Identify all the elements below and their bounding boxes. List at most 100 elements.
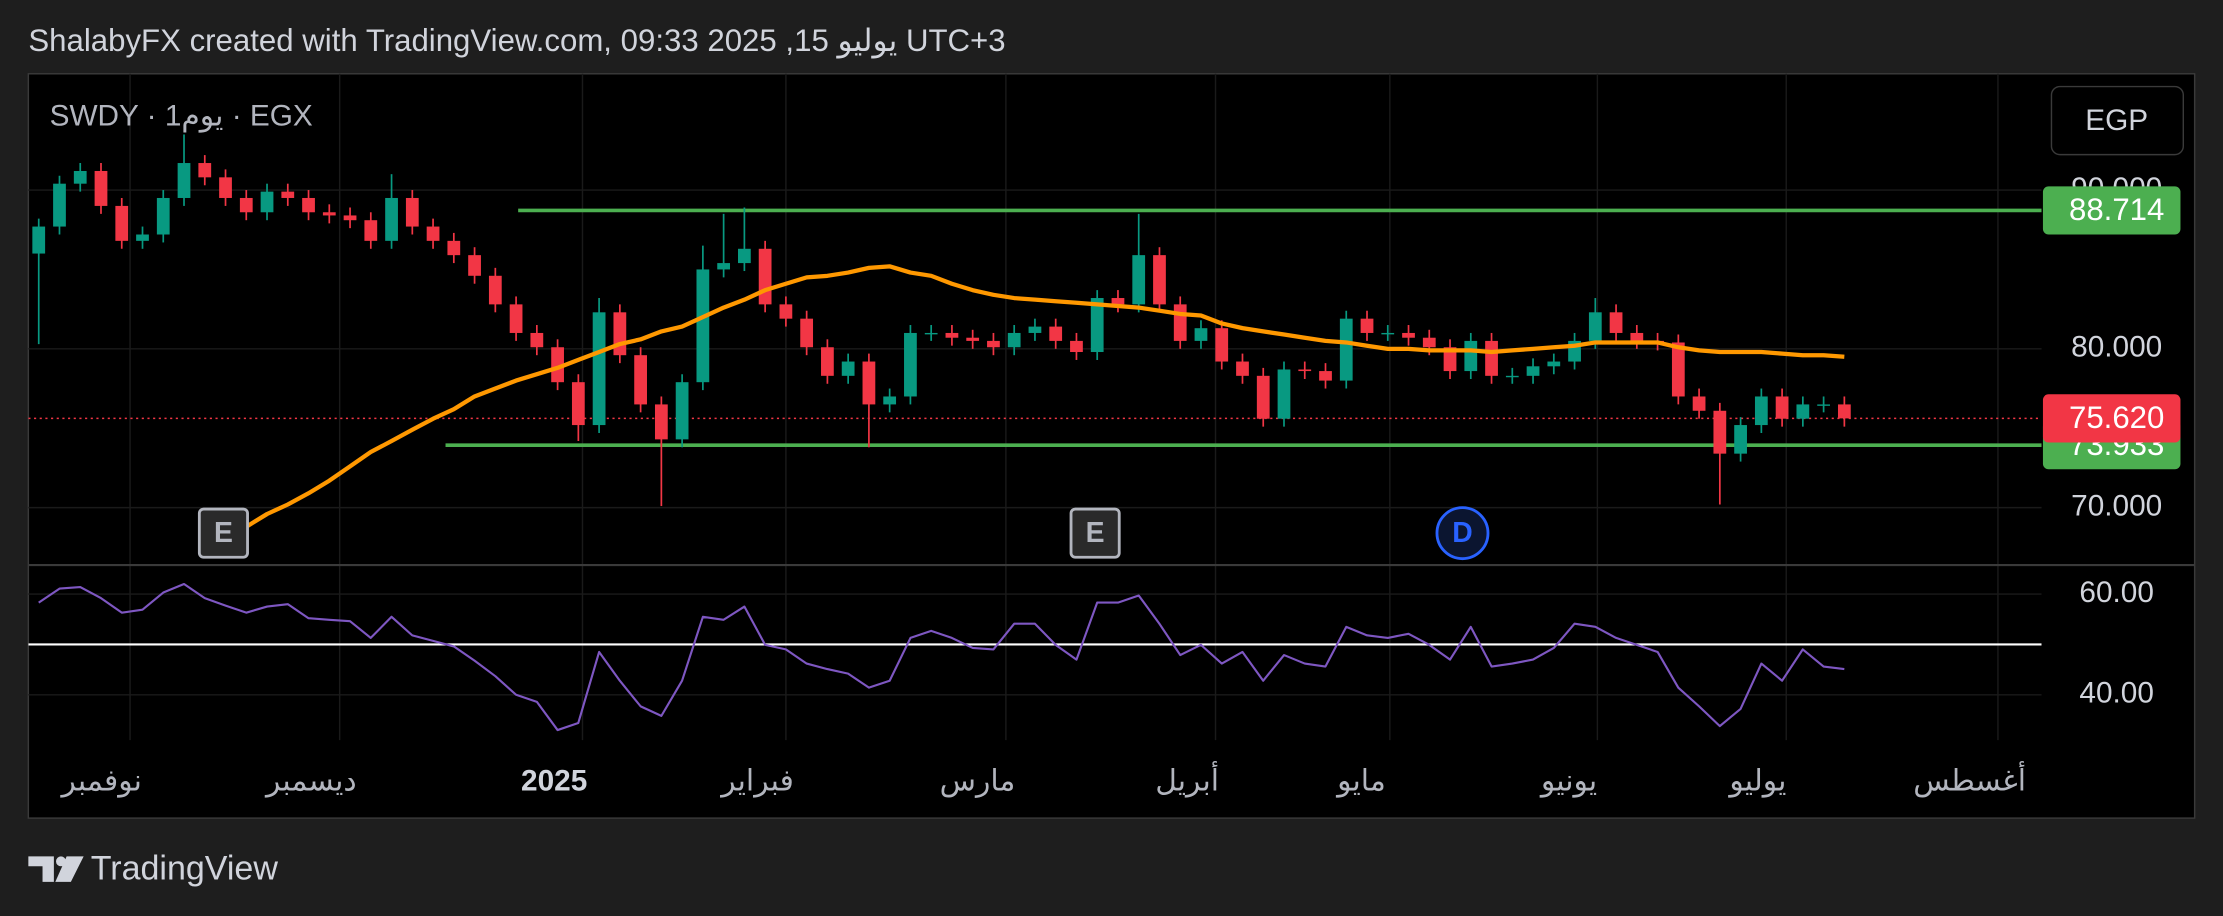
candle-body xyxy=(1111,298,1125,305)
x-tick-label: مارس xyxy=(940,765,1016,798)
candle-body xyxy=(1070,340,1083,353)
currency-label[interactable]: EGP xyxy=(2085,104,2148,137)
candle-body xyxy=(758,248,772,305)
candle-body xyxy=(1837,404,1851,419)
candle-body xyxy=(1547,361,1561,367)
candle-body xyxy=(634,355,647,405)
candle-body xyxy=(1194,328,1208,341)
header-title: ShalabyFX created with TradingView.com, … xyxy=(28,23,1005,59)
candle-body xyxy=(654,404,668,440)
event-label: E xyxy=(214,517,233,549)
candle-body xyxy=(94,170,108,206)
rsi-tick-label: 60.00 xyxy=(2079,576,2154,609)
candle-body xyxy=(1256,375,1270,419)
candle-body xyxy=(530,332,544,348)
candle-body xyxy=(800,318,814,348)
candle-body xyxy=(1630,332,1644,341)
candle-body xyxy=(1236,361,1249,376)
candle-body xyxy=(675,382,689,440)
candle-body xyxy=(613,312,627,356)
candle-body xyxy=(426,226,440,241)
y-tick-label: 70.000 xyxy=(2071,489,2162,522)
price-badge-label: 75.620 xyxy=(2069,400,2164,435)
candle-body xyxy=(53,183,66,227)
candle-body xyxy=(1007,332,1021,348)
event-label: D xyxy=(1452,517,1472,549)
price-badge xyxy=(2042,186,2181,235)
candle-body xyxy=(136,234,149,241)
x-tick-label: 2025 xyxy=(521,765,587,798)
candle-body xyxy=(1215,328,1229,362)
candle-body xyxy=(322,212,336,216)
candle-body xyxy=(924,332,938,335)
x-tick-label: مايو xyxy=(1335,765,1386,798)
price-badge-label: 88.714 xyxy=(2069,192,2164,227)
candle-body xyxy=(1775,396,1789,419)
candle-body xyxy=(488,275,502,305)
candle-body xyxy=(405,197,419,227)
price-axis: 70.00080.00090.00040.0060.0088.71473.933… xyxy=(2042,172,2181,710)
candle-body xyxy=(156,197,170,235)
candle-body xyxy=(1298,369,1312,372)
candle-body xyxy=(468,255,481,276)
candle-body xyxy=(862,361,876,405)
event-label: E xyxy=(1086,517,1105,549)
candle-body xyxy=(1713,410,1727,454)
symbol-label: SWDY · 1يوم · EGX xyxy=(50,100,313,133)
event-marker xyxy=(1435,506,1490,561)
candle-body xyxy=(1734,425,1747,454)
candle-body xyxy=(198,163,212,178)
candle-body xyxy=(1443,347,1457,372)
candle-body xyxy=(883,396,897,405)
x-tick-label: نوفمبر xyxy=(59,765,142,798)
candle-body xyxy=(1090,298,1104,353)
x-tick-label: يونيو xyxy=(1539,765,1597,798)
candle-body xyxy=(1505,375,1519,378)
event-marker xyxy=(197,507,249,559)
candle-body xyxy=(1485,340,1498,376)
candle-body xyxy=(385,197,398,241)
candle-body xyxy=(1526,366,1540,376)
candle-body xyxy=(592,312,606,426)
x-tick-label: ديسمبر xyxy=(264,765,357,798)
candle-body xyxy=(1671,342,1685,397)
time-axis: نوفمبر ديسمبر 2025 فبراير مارس أبريل مايو يونيو… xyxy=(59,760,2026,798)
candle-body xyxy=(73,170,87,184)
candle-body xyxy=(302,197,315,213)
candle-body xyxy=(717,263,731,270)
rsi-line xyxy=(38,582,1845,732)
candle-body xyxy=(177,163,191,198)
candle-body xyxy=(1319,371,1332,381)
candle-body xyxy=(1588,312,1602,341)
candle-body xyxy=(551,347,564,383)
candle-body xyxy=(1153,255,1166,305)
candle-body xyxy=(1796,404,1810,419)
x-tick-label: أبريل xyxy=(1155,760,1219,798)
candle-body xyxy=(696,269,710,383)
candle-body xyxy=(1402,332,1415,338)
candle-body xyxy=(239,197,253,213)
rsi-tick-label: 40.00 xyxy=(2079,677,2154,710)
candle-body xyxy=(571,382,585,426)
currency-box[interactable] xyxy=(2050,85,2185,156)
candle-body xyxy=(1028,326,1042,333)
candle-body xyxy=(260,191,274,213)
candle-body xyxy=(966,337,980,341)
candle-body xyxy=(1360,318,1374,333)
x-tick-label: فبراير xyxy=(719,765,794,798)
candle-body xyxy=(945,332,959,338)
price-badge xyxy=(2042,394,2181,443)
candle-body xyxy=(1464,340,1478,372)
rsi-pane xyxy=(28,582,2042,732)
x-tick-label: يوليو xyxy=(1727,765,1786,798)
candle-body xyxy=(779,304,793,319)
grid xyxy=(28,73,2042,741)
event-marker xyxy=(1069,507,1121,559)
candle-body xyxy=(1277,369,1291,419)
candle-body xyxy=(219,177,232,198)
candle-body xyxy=(447,240,461,256)
candle-body xyxy=(1754,396,1768,426)
